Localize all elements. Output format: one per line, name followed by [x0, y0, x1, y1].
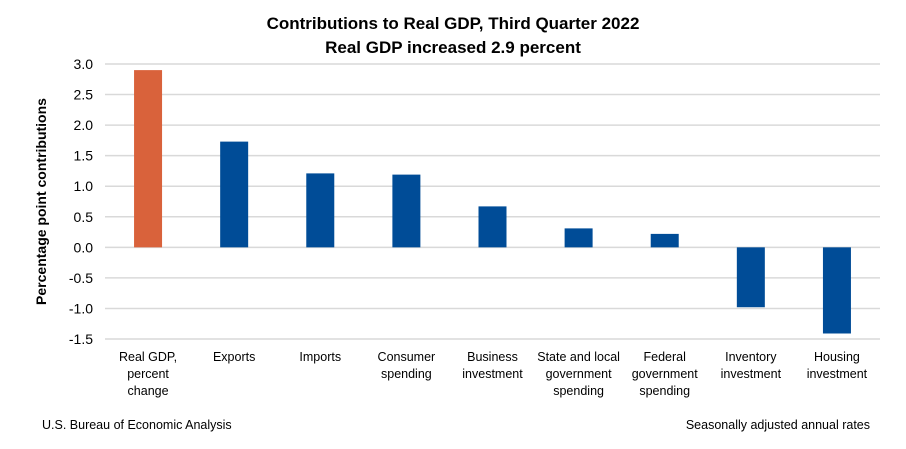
- bar: [478, 206, 507, 248]
- y-tick-label: 2.0: [74, 117, 94, 133]
- x-tick-label: Real GDP, percent change: [119, 350, 177, 398]
- x-tick-label: Business investment: [462, 350, 523, 381]
- bar: [220, 141, 249, 248]
- y-tick-label: 0.0: [74, 239, 94, 255]
- x-tick-label: Consumer spending: [378, 350, 436, 381]
- y-tick-label: 1.5: [74, 148, 94, 164]
- y-tick-label: -0.5: [69, 270, 93, 286]
- x-tick-label: Federal government spending: [632, 350, 699, 398]
- x-tick-label: State and local government spending: [537, 350, 620, 398]
- y-axis-label: Percentage point contributions: [33, 98, 49, 305]
- bar: [134, 70, 163, 248]
- rates-note: Seasonally adjusted annual rates: [685, 418, 870, 432]
- bar: [736, 247, 765, 308]
- bar: [564, 228, 593, 248]
- chart-title: Contributions to Real GDP, Third Quarter…: [266, 14, 640, 33]
- x-tick-label: Housing investment: [807, 350, 868, 381]
- y-tick-label: 1.0: [74, 178, 94, 194]
- bar: [392, 174, 421, 248]
- y-tick-label: -1.0: [69, 300, 93, 316]
- source-note: U.S. Bureau of Economic Analysis: [42, 418, 232, 432]
- y-tick-label: -1.5: [69, 331, 93, 347]
- x-tick-label: Imports: [299, 350, 341, 364]
- y-tick-label: 2.5: [74, 87, 94, 103]
- y-tick-label: 0.5: [74, 209, 94, 225]
- x-tick-label: Exports: [213, 350, 255, 364]
- bar: [306, 173, 335, 248]
- x-tick-label: Inventory investment: [721, 350, 782, 381]
- bar: [822, 247, 851, 334]
- chart-subtitle: Real GDP increased 2.9 percent: [325, 38, 581, 57]
- y-tick-label: 3.0: [74, 56, 94, 72]
- bar: [650, 233, 679, 248]
